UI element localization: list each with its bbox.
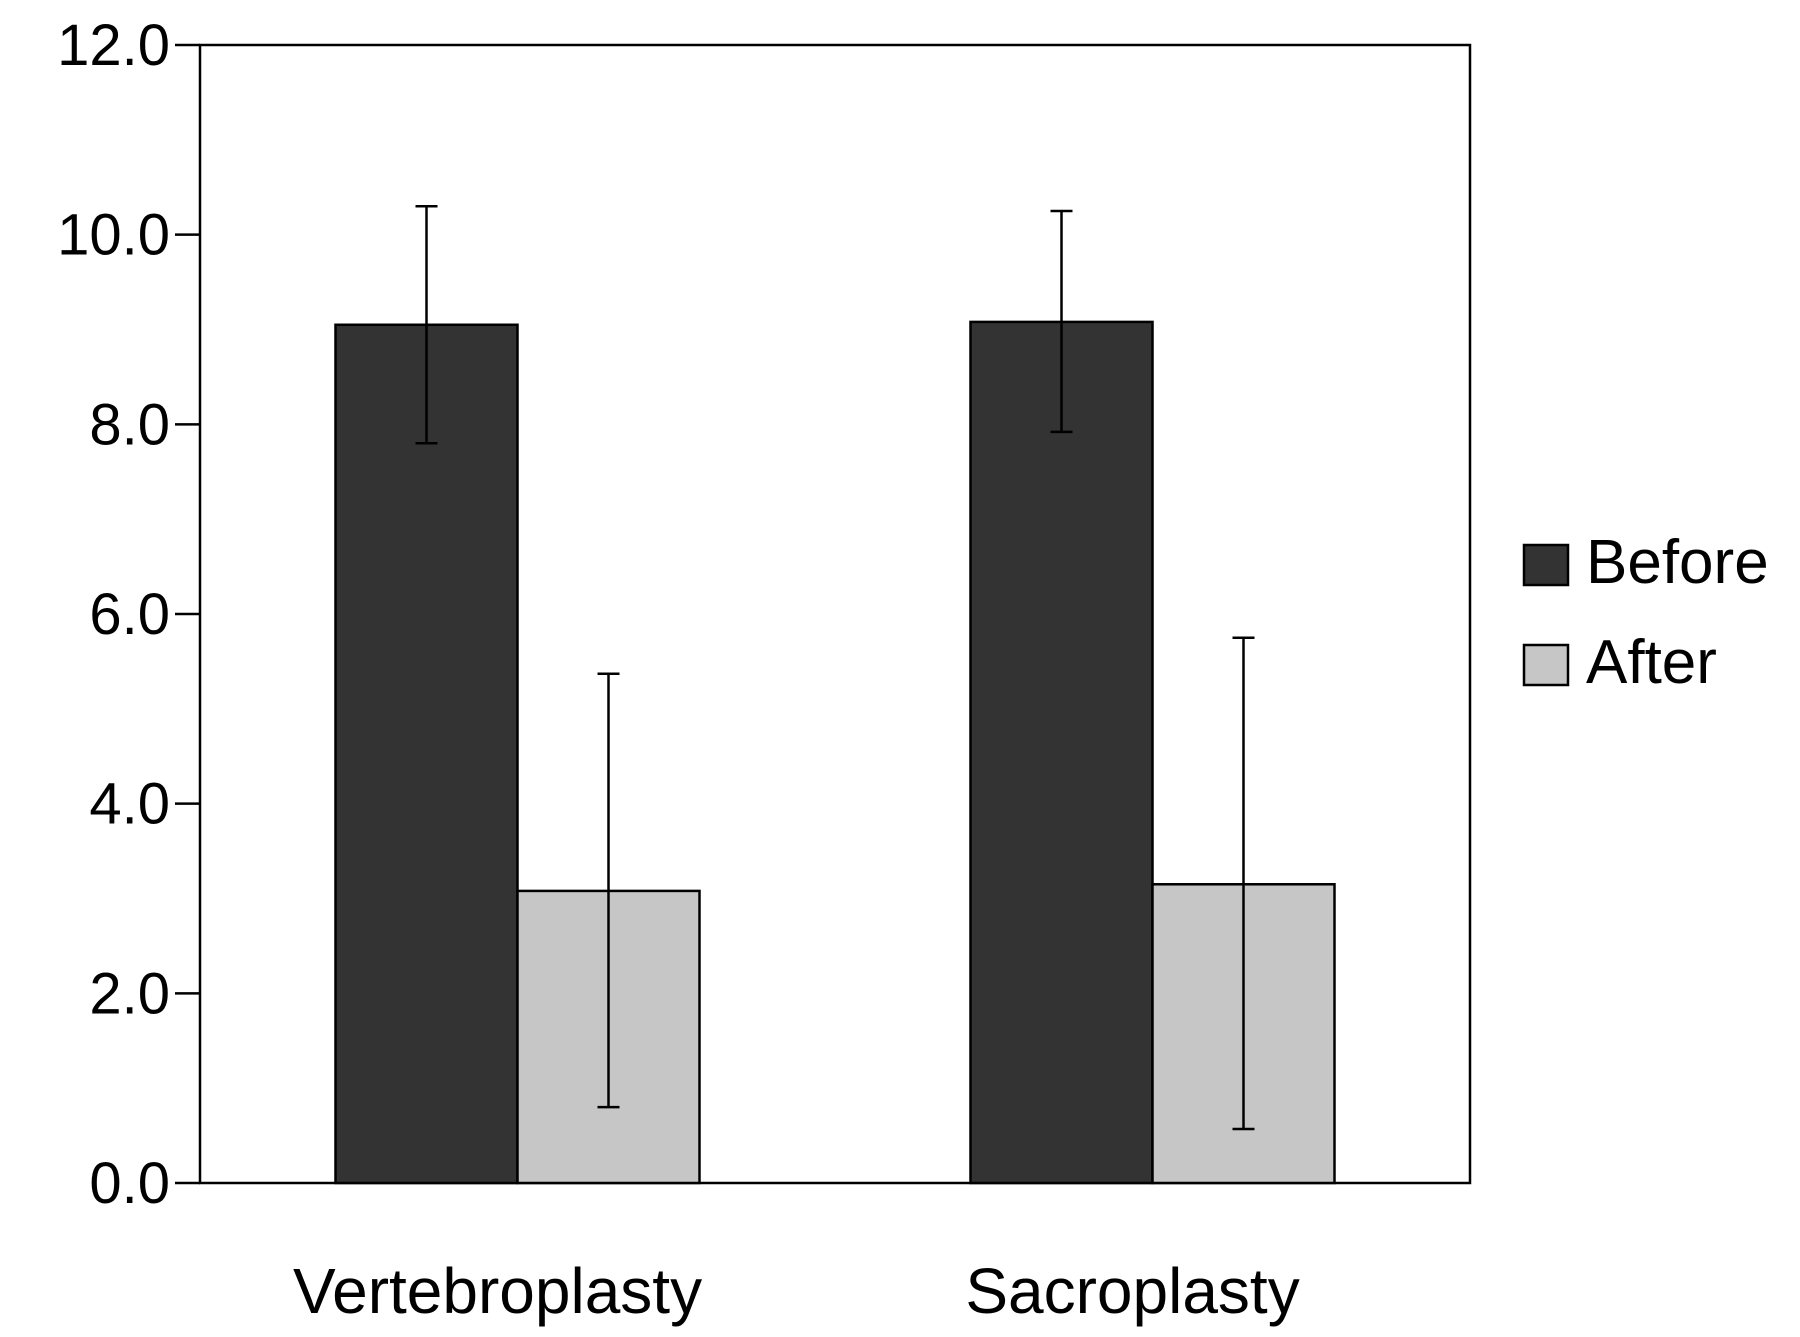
y-tick-label: 12.0 bbox=[57, 13, 170, 78]
x-axis-labels: Vertebroplasty Sacroplasty bbox=[293, 1255, 1300, 1327]
y-axis: 0.0 2.0 4.0 6.0 8.0 10.0 12.0 bbox=[57, 13, 200, 1216]
bar-series bbox=[334, 320, 1336, 1185]
legend-swatch-after bbox=[1522, 643, 1570, 687]
y-tick-label: 10.0 bbox=[57, 203, 170, 268]
bar-before-vertebroplasty bbox=[334, 323, 519, 1185]
legend-label-before: Before bbox=[1586, 528, 1769, 597]
y-tick-label: 0.0 bbox=[89, 1151, 170, 1216]
y-tick-label: 6.0 bbox=[89, 582, 170, 647]
y-tick-label: 8.0 bbox=[89, 392, 170, 457]
legend-swatch-before bbox=[1522, 543, 1570, 587]
x-category-label: Sacroplasty bbox=[965, 1255, 1299, 1327]
y-tick-label: 2.0 bbox=[89, 961, 170, 1026]
y-tick-label: 4.0 bbox=[89, 772, 170, 837]
bar-before-sacroplasty bbox=[969, 320, 1154, 1185]
error-bars bbox=[415, 204, 1255, 1131]
legend-label-after: After bbox=[1586, 628, 1717, 697]
legend: Before After bbox=[1522, 528, 1769, 697]
x-category-label: Vertebroplasty bbox=[293, 1255, 702, 1327]
